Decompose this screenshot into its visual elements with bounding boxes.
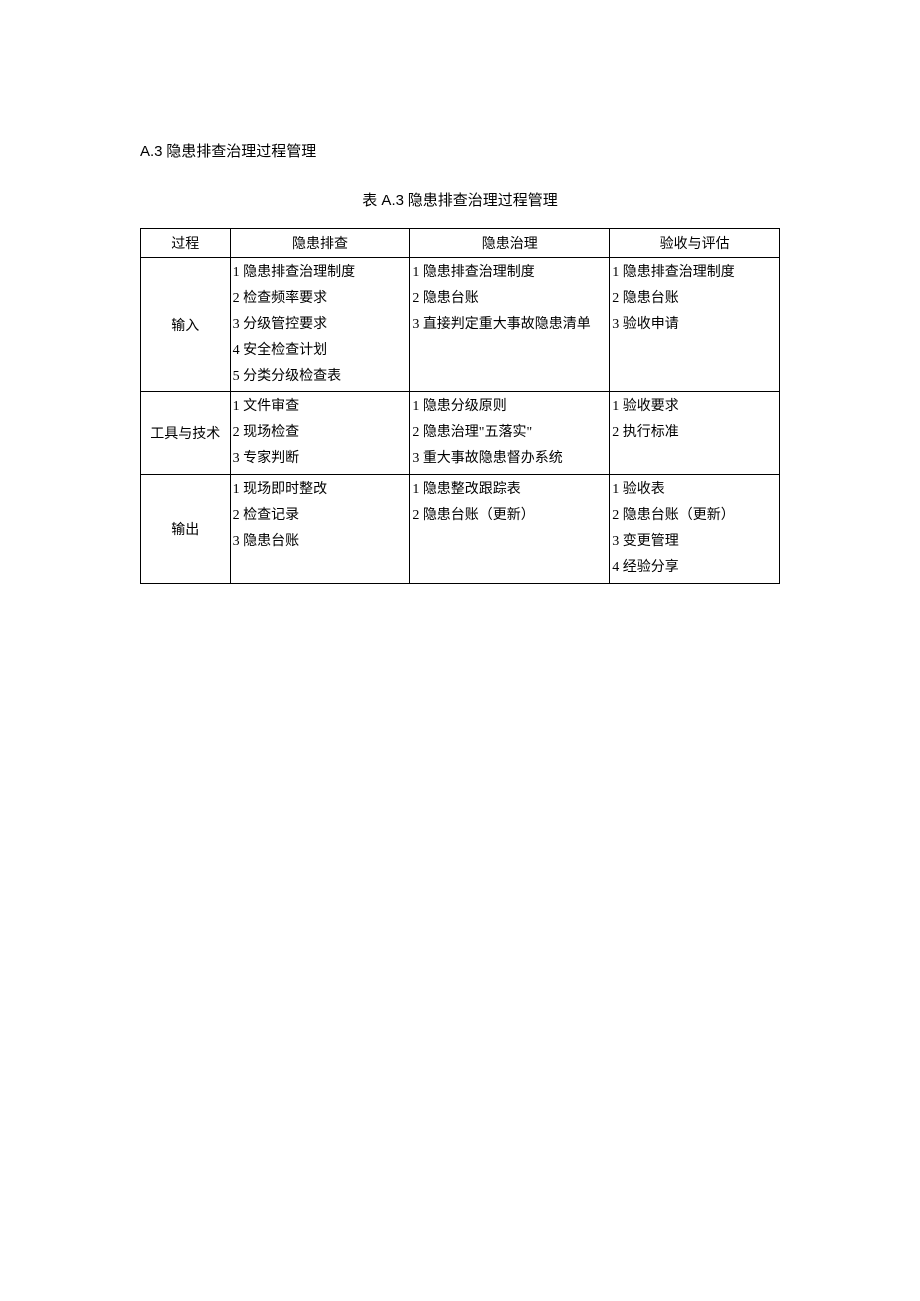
list-item: 2 检查频率要求: [233, 286, 408, 312]
list-item: 2 现场检查: [233, 420, 408, 446]
table-row: 输出 1 现场即时整改 2 检查记录 3 隐患台账 1 隐患整改跟踪表 2 隐患…: [141, 475, 780, 584]
row-label-tools: 工具与技术: [141, 392, 231, 475]
process-table: 过程 隐患排查 隐患治理 验收与评估 输入 1 隐患排查治理制度 2 检查频率要…: [140, 228, 780, 584]
list-item: 1 隐患分级原则: [412, 394, 607, 420]
cell-tools-governance: 1 隐患分级原则 2 隐患治理"五落实" 3 重大事故隐患督办系统: [410, 392, 610, 475]
list-item: 2 隐患台账: [612, 286, 777, 312]
caption-text: 隐患排查治理过程管理: [408, 193, 558, 209]
row-label-output: 输出: [141, 475, 231, 584]
list-item: 1 验收要求: [612, 394, 777, 420]
caption-prefix: 表 A.3: [362, 192, 404, 209]
list-item: 4 经验分享: [612, 555, 777, 581]
header-inspection: 隐患排查: [230, 229, 410, 258]
header-process: 过程: [141, 229, 231, 258]
cell-tools-acceptance: 1 验收要求 2 执行标准: [610, 392, 780, 475]
section-heading: A.3 隐患排查治理过程管理: [140, 140, 780, 161]
heading-prefix: A.3: [140, 143, 163, 160]
list-item: 3 变更管理: [612, 529, 777, 555]
list-item: 3 重大事故隐患督办系统: [412, 446, 607, 472]
cell-output-acceptance: 1 验收表 2 隐患台账（更新） 3 变更管理 4 经验分享: [610, 475, 780, 584]
cell-input-inspection: 1 隐患排查治理制度 2 检查频率要求 3 分级管控要求 4 安全检查计划 5 …: [230, 258, 410, 392]
list-item: 3 验收申请: [612, 312, 777, 338]
cell-input-acceptance: 1 隐患排查治理制度 2 隐患台账 3 验收申请: [610, 258, 780, 392]
table-row: 输入 1 隐患排查治理制度 2 检查频率要求 3 分级管控要求 4 安全检查计划…: [141, 258, 780, 392]
list-item: 2 检查记录: [233, 503, 408, 529]
list-item: 3 专家判断: [233, 446, 408, 472]
list-item: 1 隐患整改跟踪表: [412, 477, 607, 503]
list-item: 4 安全检查计划: [233, 338, 408, 364]
list-item: 1 文件审查: [233, 394, 408, 420]
list-item: 1 隐患排查治理制度: [612, 260, 777, 286]
heading-text: 隐患排查治理过程管理: [166, 144, 316, 160]
list-item: 5 分类分级检查表: [233, 364, 408, 390]
list-item: 2 隐患台账（更新）: [412, 503, 607, 529]
list-item: 3 直接判定重大事故隐患清单: [412, 312, 607, 338]
header-governance: 隐患治理: [410, 229, 610, 258]
cell-output-inspection: 1 现场即时整改 2 检查记录 3 隐患台账: [230, 475, 410, 584]
header-acceptance: 验收与评估: [610, 229, 780, 258]
table-header-row: 过程 隐患排查 隐患治理 验收与评估: [141, 229, 780, 258]
list-item: 1 验收表: [612, 477, 777, 503]
list-item: 3 分级管控要求: [233, 312, 408, 338]
cell-tools-inspection: 1 文件审查 2 现场检查 3 专家判断: [230, 392, 410, 475]
list-item: 2 隐患台账: [412, 286, 607, 312]
list-item: 2 隐患台账（更新）: [612, 503, 777, 529]
table-caption: 表 A.3 隐患排查治理过程管理: [140, 189, 780, 210]
list-item: 2 执行标准: [612, 420, 777, 446]
list-item: 1 现场即时整改: [233, 477, 408, 503]
list-item: 1 隐患排查治理制度: [233, 260, 408, 286]
cell-input-governance: 1 隐患排查治理制度 2 隐患台账 3 直接判定重大事故隐患清单: [410, 258, 610, 392]
list-item: 2 隐患治理"五落实": [412, 420, 607, 446]
row-label-input: 输入: [141, 258, 231, 392]
list-item: 3 隐患台账: [233, 529, 408, 555]
list-item: 1 隐患排查治理制度: [412, 260, 607, 286]
cell-output-governance: 1 隐患整改跟踪表 2 隐患台账（更新）: [410, 475, 610, 584]
table-row: 工具与技术 1 文件审查 2 现场检查 3 专家判断 1 隐患分级原则 2 隐患…: [141, 392, 780, 475]
